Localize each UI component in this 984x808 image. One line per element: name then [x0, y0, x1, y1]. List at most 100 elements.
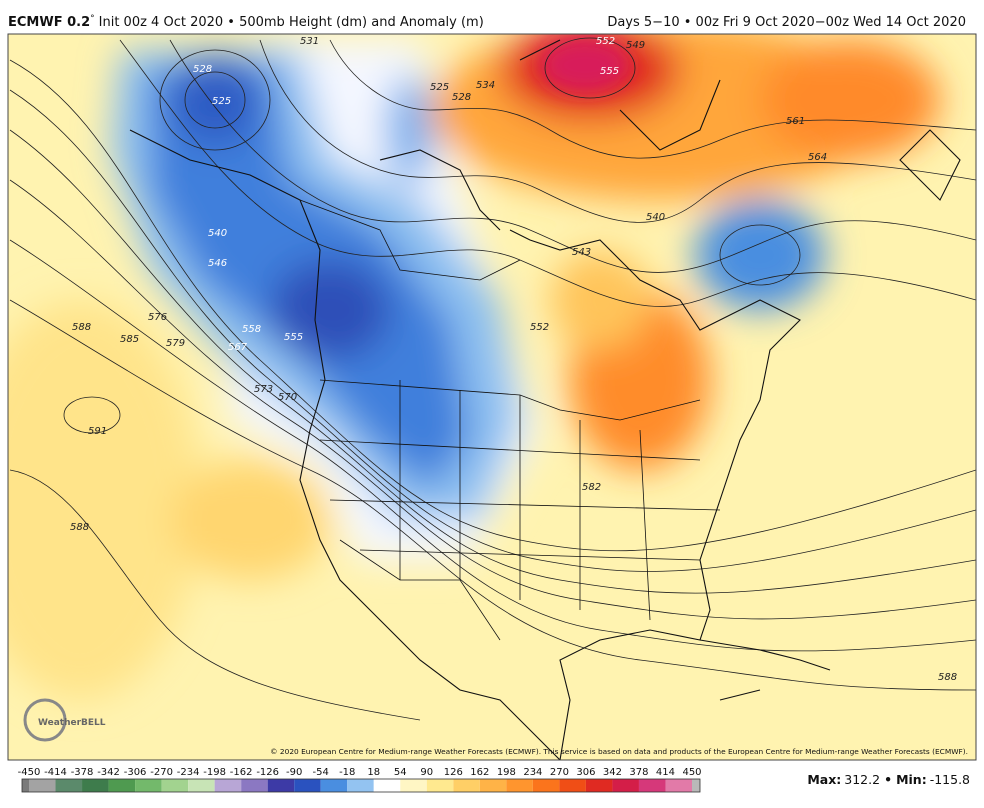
contour: [9, 239, 976, 652]
contour: [9, 179, 976, 620]
min-value: -115.8: [930, 772, 970, 787]
colorbar-swatch: [692, 779, 700, 792]
colorbar-label: 54: [394, 767, 407, 778]
anomaly-orange: [550, 250, 650, 350]
contour-label: 525: [430, 82, 449, 93]
contour: [9, 299, 976, 691]
colorbar-label: 162: [470, 767, 489, 778]
colorbar-swatch: [161, 779, 189, 792]
copyright: © 2020 European Centre for Medium-range …: [270, 747, 968, 756]
colorbar-label: -342: [97, 767, 120, 778]
height-contours: [9, 37, 976, 721]
colorbar-swatch: [82, 779, 109, 792]
colorbar-label: -450: [18, 767, 41, 778]
header-left: ECMWF 0.2° Init 00z 4 Oct 2020 • 500mb He…: [8, 14, 484, 30]
contour-label: 543: [572, 247, 591, 258]
separator: •: [884, 772, 892, 787]
contour-label: 582: [582, 482, 601, 493]
colorbar-swatch: [479, 779, 507, 792]
colorbar-swatch: [506, 779, 533, 792]
contour-label: 540: [208, 228, 227, 239]
map: 531 528 525 525 528 534 552 549 555 561 …: [8, 34, 976, 760]
colorbar-label: 450: [682, 767, 701, 778]
contour: [259, 39, 976, 223]
anomaly-blue-deep: [170, 55, 260, 145]
contour-label: 588: [72, 322, 91, 333]
colorbar-label: -18: [339, 767, 355, 778]
colorbar-label: -54: [313, 767, 329, 778]
colorbar-swatch: [453, 779, 480, 792]
contour-label: 576: [148, 312, 167, 323]
colorbar-label: 198: [497, 767, 516, 778]
colorbar-swatch: [373, 779, 401, 792]
anomaly-blue: [695, 200, 825, 310]
colorbar-label: -270: [150, 767, 173, 778]
borders: [299, 199, 721, 641]
colorbar-swatch: [294, 779, 321, 792]
colorbar-swatch: [638, 779, 666, 792]
contour-label: 585: [120, 334, 139, 345]
colorbar-swatch: [267, 779, 295, 792]
contour: [329, 39, 976, 159]
contour-label: 546: [208, 258, 227, 269]
colorbar-swatch: [426, 779, 454, 792]
colorbar-swatch: [188, 779, 215, 792]
coastline: [509, 229, 801, 760]
colorbar-label: 342: [603, 767, 622, 778]
max-label: Max:: [807, 772, 841, 787]
max-value: 312.2: [844, 772, 880, 787]
border: [339, 539, 501, 641]
contour-label: 558: [242, 324, 261, 335]
contour: [63, 396, 121, 434]
colorbar-label: 378: [629, 767, 648, 778]
init-text: Init 00z 4 Oct 2020 • 500mb Height (dm) …: [99, 15, 484, 30]
colorbar-swatch: [108, 779, 136, 792]
contour-label: 573: [254, 384, 273, 395]
contour: [544, 37, 636, 99]
contour-label: 579: [166, 338, 185, 349]
colorbar-swatch: [29, 779, 56, 792]
colorbar-label: -162: [230, 767, 253, 778]
logo-mark: [23, 698, 67, 742]
degree: °: [90, 14, 95, 24]
coastline: [699, 639, 831, 701]
min-label: Min:: [896, 772, 927, 787]
anomaly-max: [540, 37, 630, 93]
colorbar-label: 234: [523, 767, 542, 778]
coastline: [519, 39, 721, 151]
colorbar-label: 414: [656, 767, 675, 778]
contour-label: 588: [938, 672, 957, 683]
colorbar-frame: [21, 778, 701, 793]
logo-text: WeatherBELL: [38, 718, 106, 728]
anomaly-shading: [8, 34, 940, 700]
colorbar-label: -234: [177, 767, 200, 778]
anomaly-yellow: [8, 300, 200, 700]
contour: [159, 49, 271, 151]
colorbar-swatch: [665, 779, 692, 792]
colorbar-label: -378: [71, 767, 94, 778]
colorbar-label: 306: [576, 767, 595, 778]
contour: [169, 39, 976, 273]
anomaly-orange: [760, 40, 940, 160]
colorbar-label: 270: [550, 767, 569, 778]
stats: Max: 312.2 • Min: -115.8: [807, 772, 970, 787]
colorbar-label: -198: [203, 767, 226, 778]
map-frame: [7, 33, 977, 761]
coastline: [129, 129, 561, 760]
contour-label: 531: [300, 36, 319, 47]
coastline: [379, 149, 501, 231]
colorbar-swatch: [55, 779, 83, 792]
contour-label: 555: [284, 332, 303, 343]
contour-labels: 531 528 525 525 528 534 552 549 555 561 …: [70, 36, 957, 683]
anomaly-blue-deep: [270, 260, 390, 360]
contour-label: 549: [626, 40, 645, 51]
colorbar-label: 18: [367, 767, 380, 778]
colorbar: -450 -414 -378 -342 -306 -270 -234 -198 -162 -126…: [18, 767, 702, 793]
model-name: ECMWF 0.2: [8, 15, 90, 30]
colorbar-label: 126: [444, 767, 463, 778]
contour: [9, 469, 421, 721]
contour-label: 567: [228, 342, 248, 353]
colorbar-swatch: [347, 779, 374, 792]
colorbar-swatch: [22, 779, 29, 792]
contour-label: 540: [646, 212, 665, 223]
